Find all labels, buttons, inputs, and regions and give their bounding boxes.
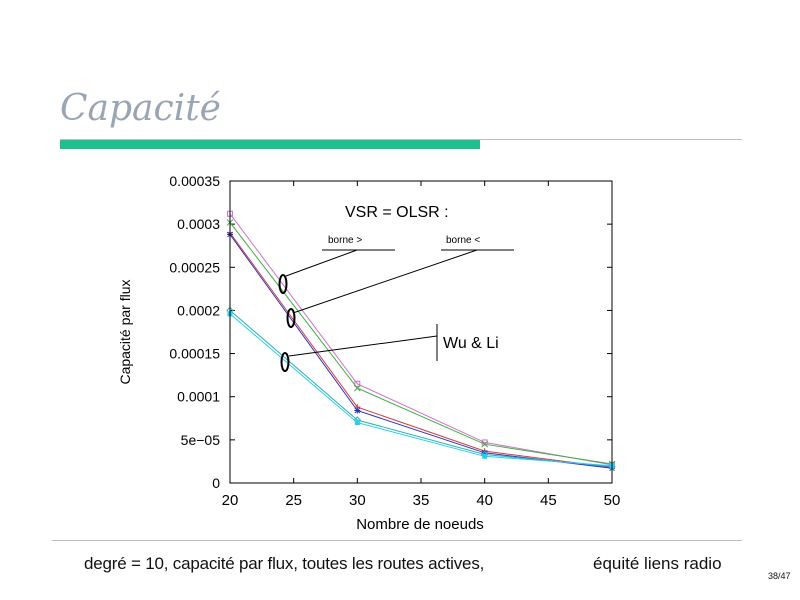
caption-fairness: équité liens radio xyxy=(593,554,722,573)
data-point xyxy=(481,439,488,446)
x-tick-label: 35 xyxy=(413,492,430,509)
annotation-borne-lower: borne < xyxy=(446,235,480,246)
x-tick-label: 25 xyxy=(285,492,302,509)
data-point xyxy=(482,453,488,459)
caption-parameters: degré = 10, capacité par flux, toutes le… xyxy=(84,554,485,573)
ellipse-marker xyxy=(278,274,288,294)
x-tick-label: 45 xyxy=(540,492,557,509)
y-tick-label: 0.00015 xyxy=(169,346,220,362)
y-tick-label: 5e−05 xyxy=(181,432,221,448)
y-tick-label: 0.0001 xyxy=(177,389,220,405)
title-divider xyxy=(60,139,742,140)
x-tick-label: 20 xyxy=(222,492,239,509)
series-line-3 xyxy=(229,232,613,468)
page-number: 38/47 xyxy=(768,571,791,581)
plot-frame xyxy=(229,180,613,484)
x-tick-label: 40 xyxy=(476,492,493,509)
x-axis-label: Nombre de noeuds xyxy=(356,516,484,533)
y-tick-label: 0 xyxy=(212,475,220,491)
data-point xyxy=(353,384,361,392)
title-accent-bar xyxy=(60,140,480,149)
x-tick-label: 30 xyxy=(349,492,366,509)
y-tick-label: 0.0002 xyxy=(177,302,220,318)
series-line-1 xyxy=(229,213,613,466)
annotation-borne-upper: borne > xyxy=(328,235,362,246)
slide-title: Capacité xyxy=(60,88,221,129)
y-axis-label: Capacité par flux xyxy=(117,279,133,384)
y-tick-label: 0.00025 xyxy=(169,259,220,275)
series-line-6 xyxy=(229,313,613,467)
annotation-wu-li: Wu & Li xyxy=(443,335,499,352)
y-tick-label: 0.0003 xyxy=(177,216,220,232)
y-tick-label: 0.00035 xyxy=(169,173,220,189)
x-tick-label: 50 xyxy=(604,492,621,509)
callout-borne-upper xyxy=(278,249,395,294)
series-line-5 xyxy=(229,310,613,468)
callout-borne-lower xyxy=(286,249,514,328)
data-point xyxy=(354,407,361,414)
data-point xyxy=(481,440,489,448)
annotation-vsr-olsr: VSR = OLSR : xyxy=(345,204,449,221)
data-point xyxy=(354,380,361,387)
footer-divider xyxy=(52,540,742,541)
data-point xyxy=(354,420,360,426)
ellipse-marker xyxy=(286,308,296,328)
ellipse-marker xyxy=(280,352,290,372)
series-line-2 xyxy=(229,222,613,465)
callout-wu-li xyxy=(280,324,438,372)
